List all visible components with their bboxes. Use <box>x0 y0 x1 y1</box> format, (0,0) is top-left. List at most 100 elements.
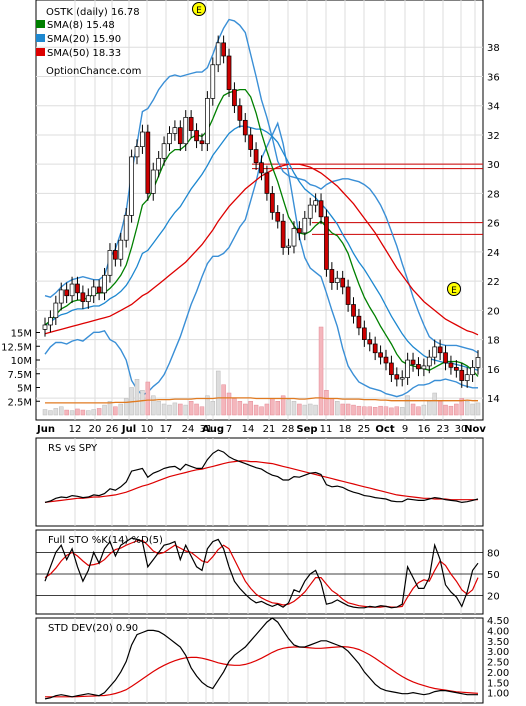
candle-body <box>69 283 75 297</box>
candle-body <box>280 220 286 248</box>
candle-body <box>345 286 351 305</box>
volume-bar <box>280 395 286 416</box>
volume-panel: 2.5M 5M 7.5M 10M 12.5M 15M <box>1 326 481 416</box>
candle-body <box>53 302 59 319</box>
legend: OSTK (daily) 16.78 SMA(8) 15.48 SMA(20) … <box>36 7 141 77</box>
volume-bar <box>64 409 69 416</box>
std-panel-label: STD DEV(20) 0.90 <box>48 623 138 634</box>
date-tick-label: 7 <box>226 424 232 435</box>
candle-body <box>291 228 297 247</box>
price-tick-label: 20 <box>487 306 500 317</box>
candle-body <box>85 295 91 302</box>
rs-average-line <box>44 460 478 503</box>
price-tick-label: 30 <box>487 160 500 171</box>
date-tick-label: Oct <box>375 424 394 435</box>
price-tick-label: 38 <box>487 43 500 54</box>
candle-body <box>443 352 448 364</box>
candle-body <box>356 315 362 329</box>
candle-body <box>475 357 481 368</box>
price-tick-label: 28 <box>487 189 500 200</box>
sma20-line <box>44 125 479 371</box>
volume-bar <box>42 409 48 416</box>
volume-bar <box>134 379 140 416</box>
volume-bar <box>437 401 443 416</box>
candle-body <box>140 131 145 147</box>
volume-bar <box>405 395 410 416</box>
volume-bar <box>427 401 432 416</box>
sto-panel-label: Full STO %K(14) %D(5) <box>48 535 163 546</box>
candle-body <box>134 146 140 158</box>
candle-body <box>399 377 405 380</box>
price-tick-label: 36 <box>487 72 500 83</box>
volume-bar <box>307 403 313 416</box>
volume-average-line <box>45 397 478 404</box>
candle-body <box>150 169 156 194</box>
candle-body <box>226 55 232 90</box>
std-tick-label: 2.00 <box>487 668 509 679</box>
earnings-marker-aug: E <box>192 2 206 16</box>
candle-body <box>145 131 151 194</box>
volume-bar <box>232 398 237 416</box>
candle-body <box>459 369 465 381</box>
candle-body <box>48 317 53 326</box>
volume-bar <box>123 398 129 416</box>
std-tick-label: 1.00 <box>487 689 509 700</box>
volume-bar <box>80 409 86 416</box>
bollinger-upper-line <box>44 18 479 354</box>
candle-body <box>367 339 373 345</box>
volume-bar <box>275 401 280 416</box>
candle-body <box>253 149 259 164</box>
candle-body <box>205 98 210 145</box>
candle-body <box>161 143 167 159</box>
price-panel: 14 16 18 20 22 24 26 28 30 32 34 36 38 <box>35 0 500 421</box>
volume-bar <box>113 406 118 416</box>
earnings-letter: E <box>196 6 202 16</box>
volume-bar <box>416 406 421 416</box>
volume-bar <box>351 404 356 416</box>
candle-body <box>75 283 80 294</box>
date-tick-label: 31 <box>200 424 213 435</box>
std-tick-label: 3.00 <box>487 647 509 658</box>
candle-body <box>210 64 216 99</box>
candle-body <box>448 362 454 368</box>
volume-bar <box>243 403 248 416</box>
date-tick-label: 9 <box>402 424 408 435</box>
volume-bar <box>362 406 367 416</box>
candle-body <box>248 134 254 150</box>
date-tick-label: 17 <box>160 424 173 435</box>
volume-bar <box>335 401 340 416</box>
earnings-circle-icon <box>192 2 206 16</box>
volume-bar <box>286 399 291 416</box>
std-line <box>44 617 478 700</box>
candle-body <box>194 130 199 142</box>
volume-bar <box>205 395 210 416</box>
volume-bar <box>53 408 59 416</box>
std-tick-label: 2.50 <box>487 658 509 669</box>
date-tick-label: 30 <box>455 424 468 435</box>
candle-body <box>318 200 324 218</box>
date-tick-label: Jul <box>121 424 136 435</box>
candle-body <box>334 277 340 283</box>
sto-tick-label: 20 <box>487 592 500 603</box>
candle-body <box>421 365 427 370</box>
volume-bar <box>102 404 107 416</box>
candle-body <box>167 133 172 145</box>
volume-bar <box>69 410 75 416</box>
price-tick-label: 34 <box>487 102 500 113</box>
volume-bar <box>475 402 481 416</box>
volume-bar <box>237 401 243 416</box>
std-tick-label: 3.50 <box>487 637 509 648</box>
volume-bar <box>194 403 199 416</box>
volume-bar <box>259 406 264 416</box>
candle-body <box>177 127 183 145</box>
legend-swatch-sma50 <box>36 48 45 56</box>
price-tick-label: 22 <box>487 277 500 288</box>
date-tick-label: Nov <box>464 424 486 435</box>
date-tick-label: Sep <box>296 424 317 435</box>
date-tick-label: 16 <box>418 424 431 435</box>
volume-bar <box>48 410 53 416</box>
legend-sma8: SMA(8) 15.48 <box>47 20 115 31</box>
volume-bar <box>410 403 416 416</box>
candle-body <box>437 346 443 354</box>
